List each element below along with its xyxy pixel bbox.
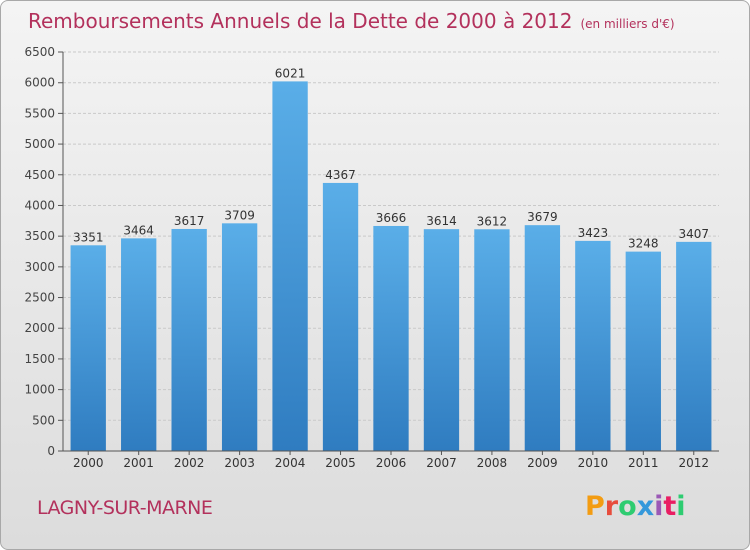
- logo-letter: t: [663, 491, 677, 522]
- data-label: 3423: [578, 226, 609, 240]
- y-tick-label: 5000: [24, 137, 55, 151]
- logo-letter: r: [604, 491, 619, 522]
- y-tick-label: 4000: [24, 198, 55, 212]
- bar: [171, 228, 207, 451]
- x-tick-label: 2011: [628, 456, 659, 470]
- y-tick-label: 1500: [24, 352, 55, 366]
- data-label: 3248: [628, 237, 659, 251]
- bar: [676, 241, 712, 451]
- logo-letter: i: [654, 491, 664, 522]
- y-tick-label: 4500: [24, 168, 55, 182]
- y-tick-label: 3000: [24, 260, 55, 274]
- y-tick-label: 5500: [24, 106, 55, 120]
- y-tick-label: 6500: [24, 45, 55, 59]
- y-tick-label: 2000: [24, 321, 55, 335]
- x-tick-label: 2000: [73, 456, 104, 470]
- x-tick-label: 2003: [224, 456, 255, 470]
- y-tick-label: 0: [47, 444, 55, 458]
- proxiti-logo: Proxiti: [585, 491, 686, 522]
- x-tick-label: 2007: [426, 456, 457, 470]
- x-tick-label: 2009: [527, 456, 558, 470]
- data-label: 3464: [123, 223, 154, 237]
- data-label: 3407: [678, 227, 709, 241]
- y-tick-label: 1000: [24, 383, 55, 397]
- x-tick-label: 2010: [578, 456, 609, 470]
- data-label: 3612: [477, 214, 508, 228]
- x-tick-label: 2004: [275, 456, 306, 470]
- bar: [272, 81, 308, 451]
- bar: [373, 225, 409, 451]
- data-label: 3709: [224, 208, 255, 222]
- chart-title: Remboursements Annuels de la Dette de 20…: [28, 9, 675, 33]
- data-label: 3679: [527, 210, 558, 224]
- data-label: 3614: [426, 214, 457, 228]
- data-label: 4367: [325, 168, 356, 182]
- bar: [70, 245, 106, 451]
- x-tick-label: 2005: [325, 456, 356, 470]
- bar: [121, 238, 157, 451]
- logo-letter: o: [618, 491, 637, 522]
- bar: [423, 229, 460, 451]
- bar: [524, 225, 561, 451]
- chart-subtitle: (en milliers d'€): [580, 17, 675, 31]
- logo-letter: P: [585, 491, 605, 522]
- y-tick-label: 3500: [24, 229, 55, 243]
- x-tick-label: 2006: [376, 456, 407, 470]
- bar: [575, 240, 611, 451]
- x-tick-label: 2012: [678, 456, 709, 470]
- x-tick-label: 2002: [174, 456, 205, 470]
- y-tick-label: 2500: [24, 291, 55, 305]
- data-label: 6021: [275, 66, 306, 80]
- data-label: 3351: [73, 230, 104, 244]
- y-tick-label: 500: [32, 413, 55, 427]
- y-tick-label: 6000: [24, 76, 55, 90]
- bar: [625, 251, 661, 451]
- title-text: Remboursements Annuels de la Dette de 20…: [28, 9, 573, 33]
- x-tick-label: 2001: [123, 456, 154, 470]
- axis-layer: 0 500 1000 1500 2000 2500 3000 3500 4000 4500 5000…: [24, 45, 719, 470]
- bar: [474, 229, 510, 451]
- bar: [221, 223, 258, 451]
- commune-name: LAGNY-SUR-MARNE: [37, 497, 213, 519]
- x-tick-label: 2008: [477, 456, 508, 470]
- bars-layer: 3351 3464 3617 3709 6021 4367 3666 3614 3612 3679…: [70, 66, 712, 451]
- bar: [322, 182, 359, 451]
- logo-letter: x: [636, 491, 655, 522]
- data-label: 3666: [376, 211, 407, 225]
- data-label: 3617: [174, 214, 205, 228]
- logo-letter: i: [676, 491, 686, 522]
